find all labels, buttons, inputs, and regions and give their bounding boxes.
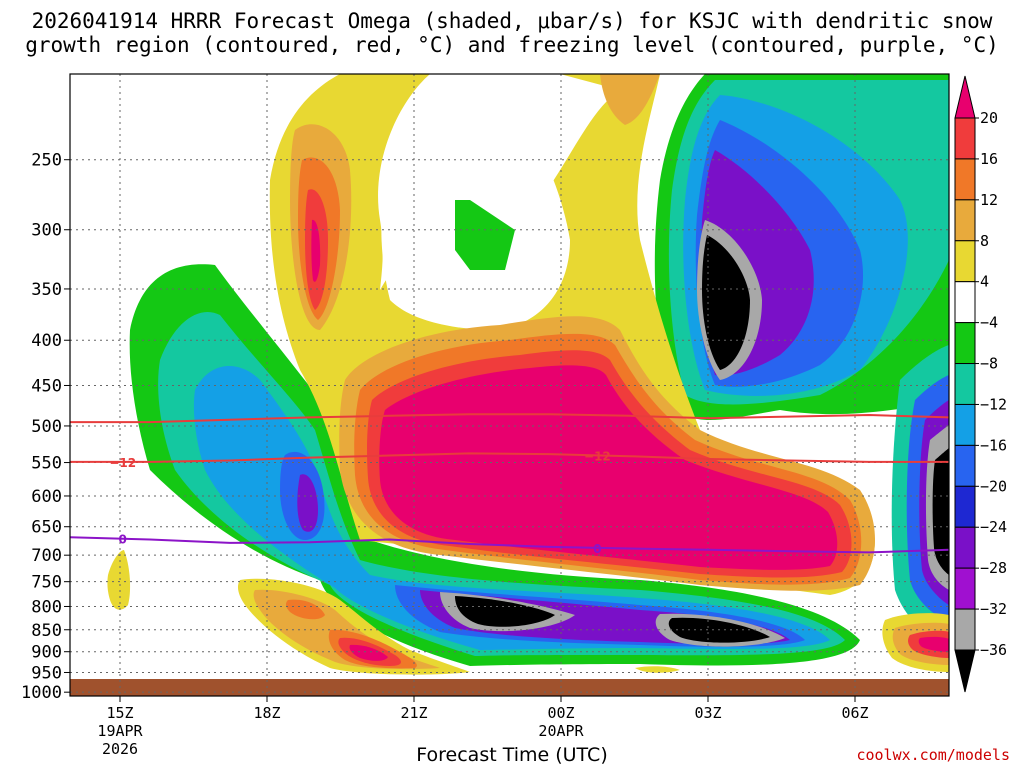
y-tick-label: 300 [31,221,62,241]
y-tick-label: 450 [31,376,62,396]
y-tick-label: 650 [31,518,62,538]
contour-label: −12 [109,456,136,470]
y-tick-label: 550 [31,454,62,474]
colorbar-swatch [954,117,976,160]
y-tick-label: 1000 [21,683,62,703]
x-tick-date-label: 2026 [102,740,138,758]
colorbar-swatch [954,485,976,528]
chart-title-line-2: growth region (contoured, red, °C) and f… [25,33,999,57]
y-axis: 2503003504004505005506006507007508008509… [21,151,70,703]
color-bar: 20 16 12 8 4 −4 −8 −12 −16 −20 −24 −28 −32 −36 [954,75,1007,693]
colorbar-swatch [954,240,976,283]
y-tick-label: 950 [31,663,62,683]
colorbar-swatch [954,526,976,569]
colorbar-label: −32 [980,600,1007,618]
x-axis-title: Forecast Time (UTC) [416,744,608,766]
colorbar-swatch [954,281,976,324]
dendritic-growth-contour [70,413,949,424]
x-tick-label: 06Z [841,704,868,722]
colorbar-swatch [954,158,976,201]
x-tick-label: 03Z [694,704,721,722]
colorbar-label: 20 [980,109,998,127]
colorbar-swatch [954,363,976,405]
colorbar-label: 4 [980,273,989,291]
y-tick-label: 250 [31,151,62,171]
x-tick-label: 18Z [253,704,280,722]
contour-label: 0 [593,542,601,556]
colorbar-label: 12 [980,191,998,209]
colorbar-label: −12 [980,395,1007,413]
y-tick-label: 400 [31,331,62,351]
colorbar-label: −36 [980,641,1007,659]
contour-lines: −12 −12 0 0 [70,413,949,556]
x-tick-date-label: 19APR [97,722,143,740]
colorbar-label: −20 [980,477,1007,495]
colorbar-swatch [954,608,976,651]
colorbar-label: −16 [980,436,1007,454]
x-tick-label: 15Z [106,704,133,722]
y-tick-label: 700 [31,546,62,566]
x-tick-label: 21Z [400,704,427,722]
freezing-level-contour [70,536,949,554]
colorbar-label: −4 [980,314,998,332]
x-tick-date-label: 20APR [538,722,584,740]
contour-label: 0 [119,533,127,547]
x-tick-label: 00Z [547,704,574,722]
colorbar-label: −8 [980,355,998,373]
dendritic-growth-contour [70,452,949,463]
colorbar-swatch [954,567,976,610]
y-tick-label: 900 [31,643,62,663]
contour-label: −12 [584,449,611,463]
y-tick-label: 500 [31,417,62,437]
ground-surface [70,679,949,696]
y-tick-label: 800 [31,597,62,617]
colorbar-top-arrow [954,75,976,119]
y-tick-label: 350 [31,280,62,300]
colorbar-label: 8 [980,232,989,250]
grid-lines [70,74,949,696]
colorbar-swatch [954,322,976,365]
colorbar-swatch [954,403,976,446]
colorbar-bottom-arrow [954,649,976,693]
colorbar-label: 16 [980,150,998,168]
colorbar-label: −28 [980,559,1007,577]
y-tick-label: 850 [31,621,62,641]
y-tick-label: 600 [31,487,62,507]
y-tick-label: 750 [31,573,62,593]
chart-title-line-1: 2026041914 HRRR Forecast Omega (shaded, … [31,9,993,33]
colorbar-label: −24 [980,518,1007,536]
colorbar-swatch [954,199,976,242]
colorbar-swatch [954,444,976,487]
source-credit: coolwx.com/models [856,746,1010,764]
